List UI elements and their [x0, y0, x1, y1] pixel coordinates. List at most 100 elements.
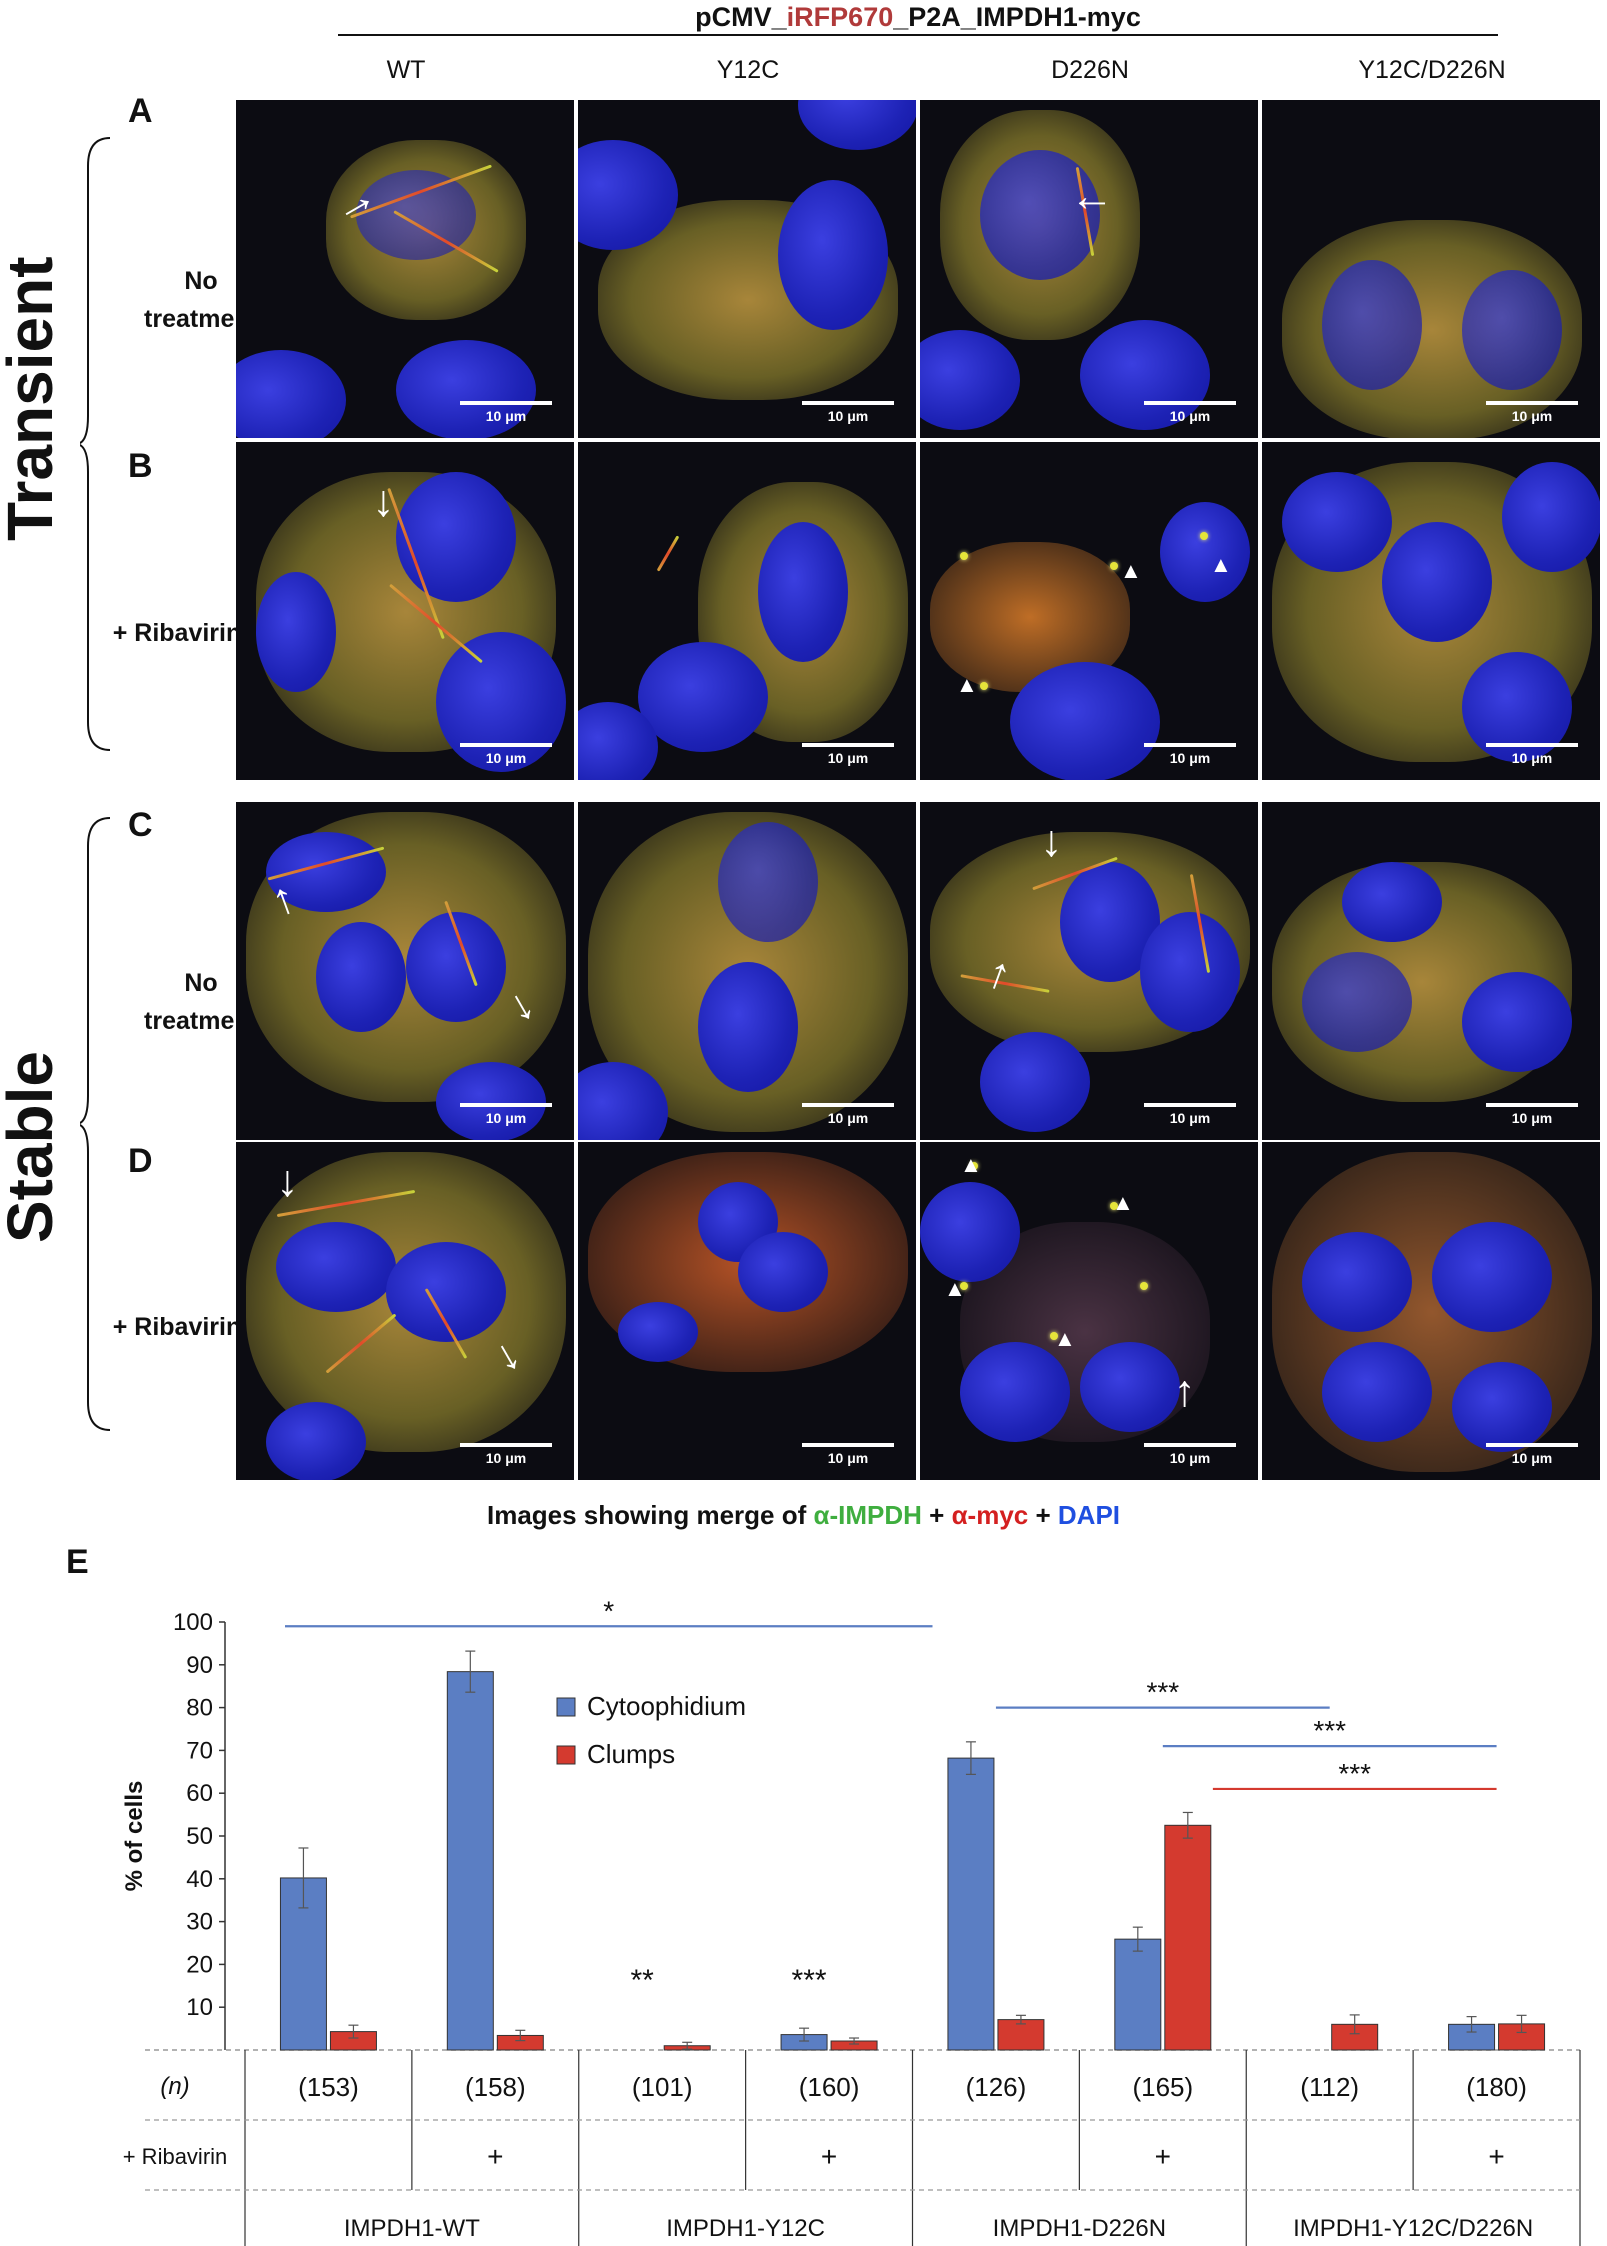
- y-tick-label: 10: [186, 1994, 213, 2021]
- micrograph-c-y12c-d226n: 10 μm: [1262, 802, 1600, 1140]
- micrograph-d-wt: → → 10 μm: [236, 1142, 574, 1480]
- header-suffix: _P2A_IMPDH1-myc: [893, 2, 1141, 32]
- legend-swatch: [556, 1745, 576, 1765]
- arrow-icon: →: [366, 482, 415, 526]
- arrow-icon: →: [1153, 1372, 1202, 1416]
- caption-plus: +: [921, 1500, 952, 1530]
- panel-letter-b: B: [128, 447, 153, 485]
- bar-cytoophidium: [1114, 1938, 1162, 2051]
- scale-bar: 10 μm: [460, 401, 552, 424]
- micrograph-a-y12c: 10 μm: [578, 100, 916, 438]
- legend-label: Cytoophidium: [587, 1691, 746, 1721]
- micrograph-a-wt: → 10 μm: [236, 100, 574, 438]
- brace-transient: [80, 137, 111, 751]
- header-red: iRFP670: [786, 2, 894, 32]
- micrograph-c-y12c: 10 μm: [578, 802, 916, 1140]
- arrowhead-icon: ▲: [944, 1276, 966, 1301]
- n-value: (180): [1466, 2072, 1527, 2102]
- y-tick-label: 50: [186, 1823, 213, 1850]
- bar-significance-mark: **: [631, 1964, 655, 1997]
- column-label-y12c: Y12C: [716, 56, 780, 84]
- micrograph-grid: → 10 μm 10 μm → 10 μm 10 μm → 10 μm: [236, 100, 1601, 1482]
- bar-clumps: [997, 2019, 1045, 2051]
- micrograph-c-wt: → → 10 μm: [236, 802, 574, 1140]
- arrow-icon: →: [1034, 822, 1083, 866]
- arrowhead-icon: ▲: [1112, 1190, 1134, 1215]
- n-value: (101): [632, 2072, 693, 2102]
- brace-stable: [80, 817, 111, 1431]
- y-tick-label: 100: [173, 1609, 213, 1636]
- scale-bar: 10 μm: [1144, 1103, 1236, 1126]
- ribavirin-mark: +: [821, 2141, 837, 2172]
- micrograph-d-y12c-d226n: 10 μm: [1262, 1142, 1600, 1480]
- n-value: (153): [298, 2072, 359, 2102]
- bar-significance-mark: ***: [792, 1964, 827, 1997]
- group-label-stable: Stable: [0, 1050, 66, 1244]
- n-row-label: (n): [160, 2073, 189, 2100]
- scale-bar: 10 μm: [802, 1103, 894, 1126]
- scale-bar: 10 μm: [1486, 743, 1578, 766]
- row-label-ribavirin-b: + Ribavirin: [112, 619, 242, 647]
- column-label-wt: WT: [386, 56, 426, 84]
- scale-bar: 10 μm: [1144, 1443, 1236, 1466]
- micrograph-b-wt: → 10 μm: [236, 442, 574, 780]
- ribavirin-mark: +: [1155, 2141, 1171, 2172]
- figure-caption: Images showing merge of α-IMPDH + α-myc …: [0, 1500, 1607, 1531]
- scale-bar: 10 μm: [1486, 1103, 1578, 1126]
- bar-clumps: [1164, 1824, 1212, 2051]
- group-label-transient: Transient: [0, 256, 66, 541]
- arrow-icon: →: [270, 1162, 319, 1206]
- y-axis-label: % of cells: [121, 1781, 148, 1892]
- y-tick-label: 80: [186, 1695, 213, 1722]
- row-label-ribavirin-d: + Ribavirin: [112, 1313, 242, 1341]
- scale-bar: 10 μm: [1144, 401, 1236, 424]
- ribavirin-row-label: + Ribavirin: [123, 2144, 228, 2169]
- column-label-d226n: D226N: [1051, 56, 1129, 84]
- arrowhead-icon: ▲: [956, 672, 978, 697]
- header-rule: [338, 34, 1498, 36]
- n-value: (112): [1300, 2072, 1359, 2102]
- scale-bar: 10 μm: [1486, 401, 1578, 424]
- panel-letter-d: D: [128, 1142, 153, 1180]
- row-label-line1: No: [184, 969, 218, 997]
- scale-bar: 10 μm: [460, 743, 552, 766]
- group-label: IMPDH1-Y12C/D226N: [1293, 2215, 1533, 2242]
- significance-label: ***: [1338, 1758, 1371, 1789]
- y-tick-label: 60: [186, 1780, 213, 1807]
- y-tick-label: 40: [186, 1866, 213, 1893]
- caption-plus: +: [1028, 1500, 1058, 1530]
- group-label: IMPDH1-Y12C: [666, 2215, 825, 2242]
- arrowhead-icon: ▲: [960, 1152, 982, 1177]
- scale-bar: 10 μm: [460, 1443, 552, 1466]
- significance-label: ***: [1146, 1677, 1179, 1708]
- micrograph-a-y12c-d226n: 10 μm: [1262, 100, 1600, 438]
- y-tick-label: 90: [186, 1652, 213, 1679]
- ribavirin-mark: +: [1488, 2141, 1504, 2172]
- n-value: (165): [1132, 2072, 1193, 2102]
- bar-cytoophidium: [947, 1757, 995, 2051]
- caption-green: α-IMPDH: [813, 1500, 922, 1530]
- figure-header-title: pCMV_iRFP670_P2A_IMPDH1-myc: [338, 2, 1498, 33]
- significance-label: ***: [1313, 1715, 1346, 1746]
- scale-bar: 10 μm: [460, 1103, 552, 1126]
- legend-label: Clumps: [587, 1739, 675, 1769]
- caption-prefix: Images showing merge of: [486, 1500, 814, 1530]
- y-tick-label: 30: [186, 1909, 213, 1936]
- micrograph-d-d226n: ▲ ▲ ▲ ▲ → 10 μm: [920, 1142, 1258, 1480]
- caption-blue: DAPI: [1057, 1500, 1121, 1530]
- arrowhead-icon: ▲: [1210, 552, 1232, 577]
- group-label: IMPDH1-WT: [344, 2215, 480, 2242]
- micrograph-d-y12c: 10 μm: [578, 1142, 916, 1480]
- legend-swatch: [556, 1697, 576, 1717]
- n-value: (160): [799, 2072, 860, 2102]
- caption-red: α-myc: [951, 1500, 1029, 1530]
- header-prefix: pCMV_: [695, 2, 787, 32]
- micrograph-c-d226n: → → 10 μm: [920, 802, 1258, 1140]
- significance-label: *: [603, 1595, 614, 1626]
- scale-bar: 10 μm: [1486, 1443, 1578, 1466]
- group-label: IMPDH1-D226N: [993, 2215, 1166, 2242]
- n-value: (158): [465, 2072, 526, 2102]
- arrowhead-icon: ▲: [1120, 558, 1142, 583]
- row-label-line1: No: [184, 267, 218, 295]
